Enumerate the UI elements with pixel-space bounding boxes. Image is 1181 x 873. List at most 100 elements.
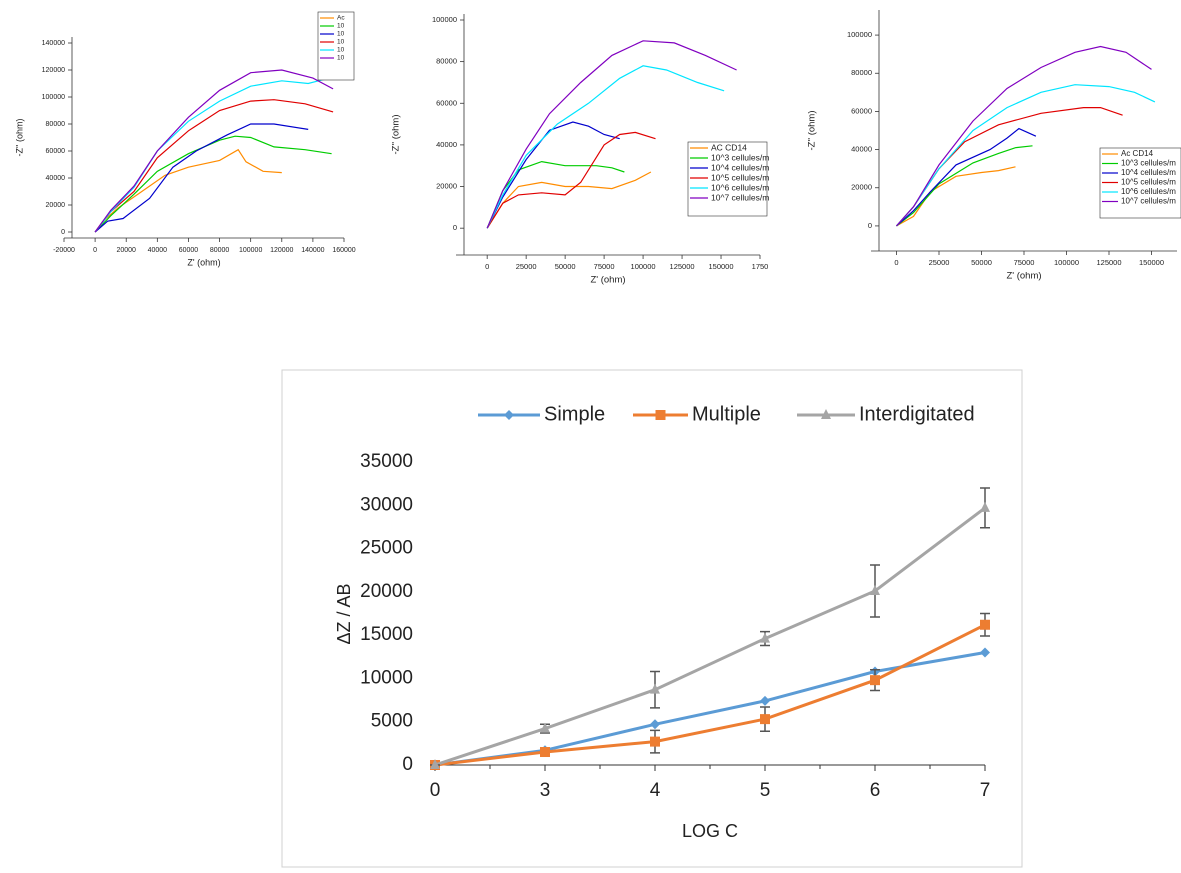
x-tick-label: 25000 bbox=[516, 262, 537, 271]
y-tick-label: 20000 bbox=[46, 202, 66, 209]
marker bbox=[540, 722, 550, 733]
x-tick-label: 75000 bbox=[594, 262, 615, 271]
y-axis-label: -Z'' (ohm) bbox=[807, 110, 818, 150]
y-tick-label: 30000 bbox=[360, 494, 413, 515]
y-tick-label: 0 bbox=[61, 229, 65, 236]
marker bbox=[760, 695, 770, 706]
legend-label: 10^3 cellules/m bbox=[711, 152, 769, 162]
y-tick-label: 15000 bbox=[360, 624, 413, 645]
y-tick-label: 0 bbox=[453, 223, 457, 232]
marker bbox=[870, 584, 880, 595]
series-line bbox=[896, 127, 1037, 227]
series-line bbox=[94, 135, 332, 233]
marker bbox=[504, 410, 514, 420]
series-line bbox=[896, 84, 1156, 227]
series-line bbox=[486, 121, 620, 229]
marker bbox=[650, 736, 660, 747]
y-tick-label: 10000 bbox=[360, 667, 413, 688]
series-line bbox=[896, 166, 1016, 227]
legend-label: 10 bbox=[337, 47, 345, 54]
y-axis-label: -Z'' (ohm) bbox=[391, 114, 402, 154]
y-tick-label: 0 bbox=[868, 221, 872, 230]
y-tick-label: 35000 bbox=[360, 451, 413, 472]
legend-label: Simple bbox=[544, 403, 605, 425]
x-tick-label: 160000 bbox=[332, 247, 355, 254]
legend-label: 10^3 cellules/m bbox=[1121, 159, 1176, 168]
x-tick-label: 60000 bbox=[179, 247, 199, 254]
x-axis-label: Z' (ohm) bbox=[590, 275, 625, 286]
legend-box bbox=[687, 141, 768, 217]
y-tick-label: 60000 bbox=[46, 148, 66, 155]
x-tick-label: 100000 bbox=[631, 262, 656, 271]
x-tick-label: 7 bbox=[980, 780, 991, 801]
marker bbox=[821, 409, 831, 419]
x-tick-label: -20000 bbox=[53, 247, 75, 254]
legend-label: Ac bbox=[337, 15, 345, 22]
y-tick-label: 25000 bbox=[360, 538, 413, 559]
legend-label: 10^4 cellules/m bbox=[711, 162, 769, 172]
y-tick-label: 100000 bbox=[847, 30, 872, 39]
series-line bbox=[486, 131, 656, 229]
x-tick-label: 25000 bbox=[929, 258, 950, 267]
x-tick-label: 4 bbox=[650, 780, 661, 801]
y-axis-label: -Z'' (ohm) bbox=[14, 119, 24, 157]
legend-label: 10 bbox=[337, 31, 345, 38]
legend-label: 10^7 cellules/m bbox=[1121, 197, 1176, 206]
x-tick-label: 0 bbox=[485, 262, 489, 271]
y-tick-label: 120000 bbox=[42, 67, 65, 74]
legend-label: Interdigitated bbox=[859, 403, 975, 425]
y-tick-label: 100000 bbox=[432, 15, 457, 24]
x-tick-label: 6 bbox=[870, 780, 881, 801]
x-tick-label: 125000 bbox=[670, 262, 695, 271]
x-tick-label: 120000 bbox=[270, 247, 293, 254]
marker bbox=[870, 675, 880, 686]
x-axis-label: LOG C bbox=[682, 821, 738, 841]
x-tick-label: 100000 bbox=[1054, 258, 1079, 267]
y-tick-label: 20000 bbox=[360, 581, 413, 602]
x-tick-label: 20000 bbox=[116, 247, 136, 254]
y-tick-label: 80000 bbox=[436, 57, 457, 66]
x-tick-label: 125000 bbox=[1096, 258, 1121, 267]
series-line bbox=[434, 623, 986, 767]
legend-label: 10 bbox=[337, 23, 345, 30]
x-tick-label: 1750 bbox=[752, 262, 769, 271]
marker bbox=[980, 501, 990, 512]
marker bbox=[980, 619, 990, 630]
series-line bbox=[94, 78, 324, 233]
series-line bbox=[896, 145, 1033, 227]
x-tick-label: 3 bbox=[540, 780, 551, 801]
legend-label: 10^4 cellules/m bbox=[1121, 168, 1176, 177]
y-tick-label: 140000 bbox=[42, 40, 65, 47]
marker bbox=[540, 747, 550, 758]
x-tick-label: 5 bbox=[760, 780, 771, 801]
series-line bbox=[896, 107, 1123, 227]
y-tick-label: 40000 bbox=[436, 140, 457, 149]
y-tick-label: 100000 bbox=[42, 94, 65, 101]
x-tick-label: 150000 bbox=[1139, 258, 1164, 267]
series-line bbox=[94, 123, 309, 233]
x-tick-label: 50000 bbox=[555, 262, 576, 271]
y-tick-label: 0 bbox=[402, 754, 413, 775]
series-line bbox=[434, 506, 986, 767]
series-line bbox=[94, 69, 334, 233]
legend-label: 10 bbox=[337, 55, 345, 62]
y-tick-label: 20000 bbox=[436, 182, 457, 191]
marker bbox=[655, 410, 666, 420]
x-tick-label: 140000 bbox=[301, 247, 324, 254]
y-axis-label: ΔZ / AB bbox=[334, 583, 354, 644]
legend-box bbox=[317, 11, 355, 81]
series-line bbox=[94, 148, 282, 233]
y-tick-label: 60000 bbox=[851, 106, 872, 115]
x-tick-label: 75000 bbox=[1014, 258, 1035, 267]
x-axis-label: Z' (ohm) bbox=[1006, 271, 1041, 282]
marker bbox=[980, 647, 990, 658]
legend-label: 10^7 cellules/m bbox=[711, 192, 769, 202]
legend-label: 10^6 cellules/m bbox=[1121, 187, 1176, 196]
x-tick-label: 50000 bbox=[971, 258, 992, 267]
series-line bbox=[94, 99, 334, 233]
legend-label: 10^6 cellules/m bbox=[711, 182, 769, 192]
series-line bbox=[486, 65, 725, 229]
x-axis-label: Z' (ohm) bbox=[187, 257, 220, 267]
